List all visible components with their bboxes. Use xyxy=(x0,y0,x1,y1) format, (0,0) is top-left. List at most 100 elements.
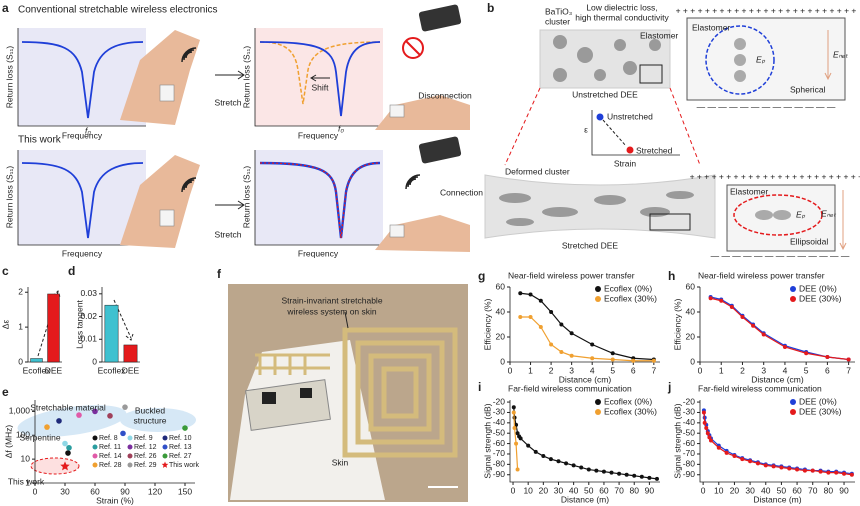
x-tick-label: 80 xyxy=(824,485,834,495)
legend-label: Ref. 13 xyxy=(169,444,192,451)
x-tick-label: 3 xyxy=(569,365,574,375)
point xyxy=(60,461,70,471)
point xyxy=(702,420,707,425)
y-tick-label: 10 xyxy=(21,453,31,463)
status-label: Connection xyxy=(440,187,483,197)
curve xyxy=(21,162,144,239)
chart-title: Far-field wireless communication xyxy=(508,383,632,393)
y-label: Signal strength (dB) xyxy=(482,403,492,478)
x-label: Distance (cm) xyxy=(751,374,804,384)
point xyxy=(708,438,713,443)
region xyxy=(17,405,127,437)
point xyxy=(624,472,629,477)
point xyxy=(802,468,807,473)
x-label: Frequency xyxy=(62,130,103,140)
state-dot xyxy=(626,146,634,154)
bar xyxy=(47,293,60,363)
y-tick-label: 1,000 xyxy=(9,406,31,416)
point xyxy=(569,353,574,358)
y-tick-label: 0.02 xyxy=(80,311,97,321)
panel-label: f xyxy=(217,267,222,281)
point xyxy=(610,351,615,356)
stretched-block xyxy=(484,174,716,239)
point xyxy=(549,342,554,347)
legend-label: Ref. 8 xyxy=(99,435,118,442)
x-tick-label: 0 xyxy=(508,365,513,375)
y-tick-label: -70 xyxy=(683,448,696,458)
clusters xyxy=(499,191,694,226)
y-tick-label: 60 xyxy=(686,281,696,291)
panel-label: b xyxy=(487,1,494,15)
annotation: This work xyxy=(8,476,45,486)
point xyxy=(65,450,71,456)
point xyxy=(740,457,745,462)
arrow xyxy=(215,200,245,210)
y-label: Δf (MHz) xyxy=(3,425,13,459)
point xyxy=(810,468,815,473)
x-tick-label: 40 xyxy=(761,485,771,495)
point xyxy=(571,463,576,468)
point xyxy=(590,356,595,361)
x-tick-label: Ecoflex xyxy=(98,365,127,375)
pointer xyxy=(344,311,349,329)
particles xyxy=(734,38,746,82)
y-label: Return loss (S₁₁) xyxy=(4,166,14,229)
legend-marker xyxy=(790,409,796,415)
ellipsoid xyxy=(733,194,823,236)
point xyxy=(514,441,519,446)
x-tick-label: 4 xyxy=(590,365,595,375)
clusters xyxy=(553,35,661,82)
x-tick-label: 10 xyxy=(523,485,533,495)
plot-bg xyxy=(255,28,383,126)
x-tick-label: 5 xyxy=(610,365,615,375)
point xyxy=(782,345,787,349)
legend-label: DEE (0%) xyxy=(799,283,837,293)
y-tick-label: -70 xyxy=(493,448,506,458)
panel-label: i xyxy=(478,380,481,394)
y-label: Δε xyxy=(0,320,10,330)
annotation: structure xyxy=(133,415,166,425)
zoom-box xyxy=(649,213,691,231)
legend-label: Ecoflex (0%) xyxy=(604,283,652,293)
legend-marker xyxy=(127,444,133,450)
y-tick-label: 40 xyxy=(686,306,696,316)
x-tick-label: 20 xyxy=(730,485,740,495)
x-tick-label: 70 xyxy=(614,485,624,495)
title: Conventional stretchable wireless electr… xyxy=(18,5,218,16)
point xyxy=(610,357,615,362)
label: Eₚ xyxy=(796,209,806,219)
curve xyxy=(259,41,381,105)
x-tick-label: DEE xyxy=(122,365,140,375)
sphere xyxy=(705,25,775,95)
point xyxy=(122,404,128,410)
point xyxy=(515,431,520,436)
point xyxy=(182,425,188,431)
y-label: Return loss (S₁₁) xyxy=(241,46,251,109)
legend-marker xyxy=(161,461,169,468)
arrow xyxy=(215,70,245,80)
x-tick-label: DEE xyxy=(45,365,63,375)
legend-label: Ref. 9 xyxy=(134,435,153,442)
point xyxy=(601,469,606,474)
y-tick-label: -20 xyxy=(493,396,506,406)
legend-label: Ecoflex (30%) xyxy=(604,293,657,303)
x-tick-label: 40 xyxy=(569,485,579,495)
f0: f₀ xyxy=(338,123,344,133)
point xyxy=(538,298,543,303)
panel-a: Conventional stretchable wireless electr… xyxy=(4,4,483,258)
arrow xyxy=(310,74,330,82)
legend-label: Ref. 27 xyxy=(169,453,192,460)
point xyxy=(559,350,564,354)
series-line xyxy=(710,297,849,361)
legend-label: Ecoflex (0%) xyxy=(604,396,652,406)
point xyxy=(594,468,599,473)
label: BaTiO₃ xyxy=(545,6,572,16)
legend-label: This work xyxy=(169,462,199,469)
label: Eₙₑₜ xyxy=(821,208,836,218)
point xyxy=(609,470,614,475)
legend-label: DEE (0%) xyxy=(799,396,837,406)
x-tick-label: 30 xyxy=(60,486,70,496)
legend-marker xyxy=(790,286,796,292)
point xyxy=(729,305,734,309)
device xyxy=(389,104,405,118)
